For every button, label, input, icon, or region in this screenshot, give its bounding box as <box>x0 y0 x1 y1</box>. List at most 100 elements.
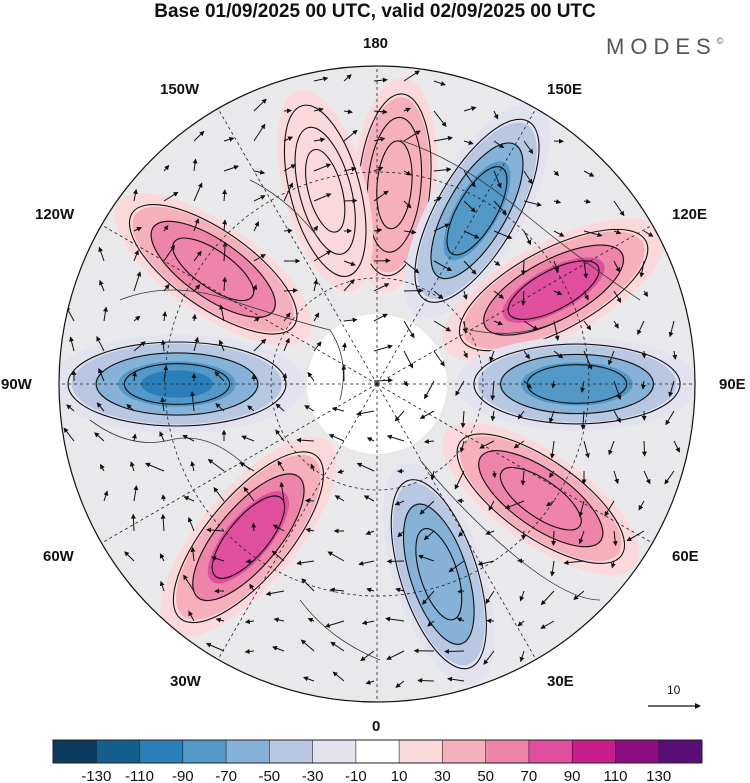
wind-arrow <box>159 553 165 562</box>
wind-arrow <box>313 193 332 202</box>
wind-arrow <box>517 410 525 420</box>
wind-arrow <box>182 434 195 442</box>
wind-arrow <box>310 463 316 472</box>
wind-arrow <box>403 200 412 209</box>
wind-arrow <box>613 260 621 273</box>
wind-arrow <box>403 130 421 142</box>
map-border <box>58 65 696 703</box>
wind-arrow <box>551 380 557 389</box>
wind-arrow <box>213 487 225 502</box>
wind-arrow <box>523 200 542 207</box>
wind-arrow <box>193 250 202 262</box>
wind-arrow <box>672 350 678 360</box>
streamline-loop <box>415 528 463 621</box>
wind-arrow <box>493 230 513 240</box>
wind-arrow <box>637 320 645 336</box>
wind-arrow <box>133 249 139 262</box>
wind-arrow <box>523 350 530 360</box>
streamline-loop <box>499 466 582 531</box>
wind-arrow <box>331 406 345 412</box>
wind-arrow <box>493 200 507 216</box>
wind-arrow <box>583 320 592 331</box>
wind-arrow <box>422 590 435 605</box>
wind-arrow <box>521 530 527 541</box>
wind-arrow <box>341 342 347 352</box>
wind-arrow <box>573 590 585 601</box>
wind-arrow <box>275 403 285 412</box>
wind-arrow <box>462 290 468 300</box>
wind-arrow <box>418 554 435 562</box>
wind-arrow <box>463 230 480 239</box>
wind-arrow <box>433 135 453 142</box>
wind-arrow <box>296 560 315 566</box>
wind-arrow <box>69 336 75 352</box>
wind-arrow <box>608 440 615 456</box>
wind-arrow <box>664 470 675 485</box>
page-title: Base 01/09/2025 00 UTC, valid 02/09/2025… <box>154 1 596 22</box>
wind-arrow <box>96 402 105 412</box>
wind-arrow <box>423 530 435 541</box>
wind-arrow <box>365 679 375 685</box>
wind-arrow <box>163 224 169 232</box>
wind-arrow <box>423 439 435 444</box>
label-lon-60e: 60E <box>672 548 699 565</box>
wind-arrow <box>580 380 586 393</box>
meridian-line <box>376 224 653 385</box>
wind-arrow <box>66 404 75 412</box>
wind-arrow <box>549 470 555 478</box>
coastline <box>249 179 321 241</box>
wind-arrow <box>241 435 255 442</box>
wind-arrow <box>132 371 138 382</box>
wind-arrow <box>145 462 165 472</box>
wind-arrow <box>477 560 495 567</box>
wind-arrow <box>133 271 142 292</box>
wind-arrow <box>403 350 414 369</box>
wind-arrow <box>394 410 405 422</box>
reference-vector-label: 10 <box>667 683 681 697</box>
wind-arrow <box>604 500 615 517</box>
coastline <box>89 419 251 471</box>
wind-arrow <box>191 313 197 322</box>
wind-arrow <box>463 200 476 213</box>
anomaly-lobe <box>442 422 640 575</box>
wind-arrow <box>553 290 563 295</box>
label-lon-150e: 150E <box>547 81 583 98</box>
wind-arrow <box>301 578 315 592</box>
label-lon-30e: 30E <box>547 673 574 690</box>
wind-arrow <box>578 530 585 545</box>
streamline-loop <box>192 473 305 602</box>
wind-arrow <box>328 434 345 442</box>
label-lon-60w: 60W <box>43 548 74 565</box>
wind-arrow <box>332 671 345 682</box>
wind-arrow <box>433 196 443 202</box>
wind-arrow <box>463 350 468 359</box>
meridian-line <box>376 383 537 660</box>
wind-arrow <box>433 80 446 86</box>
wind-arrow <box>343 166 357 172</box>
wind-arrow <box>523 380 532 389</box>
wind-arrow <box>313 76 329 82</box>
wind-arrow <box>161 494 167 502</box>
wind-arrow <box>360 650 375 662</box>
wind-arrow <box>491 470 497 479</box>
wind-arrow <box>583 170 595 177</box>
wind-arrow <box>300 639 315 652</box>
wind-arrow <box>463 260 477 275</box>
wind-arrow <box>366 437 375 442</box>
wind-arrow <box>343 74 352 82</box>
wind-arrow <box>403 229 417 235</box>
wind-arrow <box>190 391 196 412</box>
wind-arrow <box>102 306 108 322</box>
wind-arrow <box>463 170 476 188</box>
wind-arrow <box>313 137 326 143</box>
wind-arrow <box>403 288 424 294</box>
label-lon-120w: 120W <box>35 206 75 223</box>
wind-arrow <box>417 678 435 684</box>
wind-arrow <box>247 405 255 412</box>
coastline <box>299 599 381 661</box>
wind-arrow <box>550 560 555 577</box>
wind-arrow <box>610 560 616 569</box>
wind-arrow <box>215 617 225 623</box>
wind-arrow <box>513 440 525 449</box>
wind-arrow <box>211 555 225 562</box>
